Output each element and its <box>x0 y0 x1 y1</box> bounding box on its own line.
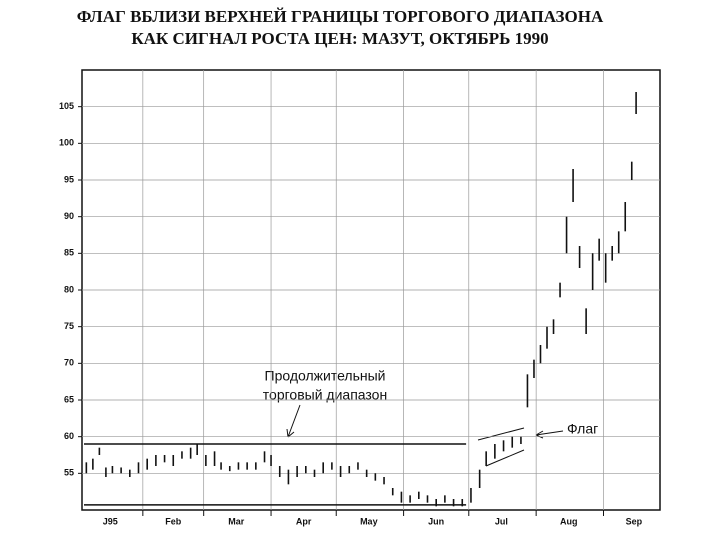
y-tick-label: 100 <box>59 138 74 148</box>
x-tick-label: Apr <box>296 516 312 526</box>
chart-title: КАК СИГНАЛ РОСТА ЦЕН: МАЗУТ, ОКТЯБРЬ 199… <box>131 29 548 48</box>
y-tick-label: 65 <box>64 394 74 404</box>
x-tick-label: May <box>360 516 378 526</box>
x-tick-label: Feb <box>165 516 182 526</box>
x-tick-label: Aug <box>560 516 578 526</box>
x-tick-label: Mar <box>228 516 245 526</box>
annotation: Флаг <box>567 421 598 437</box>
y-tick-label: 75 <box>64 321 74 331</box>
y-tick-label: 105 <box>59 101 74 111</box>
y-tick-label: 70 <box>64 358 74 368</box>
y-tick-label: 55 <box>64 468 74 478</box>
flag-channel <box>485 449 525 467</box>
x-tick-label: Jul <box>495 516 508 526</box>
y-tick-label: 85 <box>64 248 74 258</box>
annotation: торговый диапазон <box>263 387 387 403</box>
y-tick-label: 90 <box>64 211 74 221</box>
y-tick-label: 80 <box>64 284 74 294</box>
annotation: Продолжительный <box>265 368 386 384</box>
flag-channel <box>477 427 525 441</box>
chart-title: ФЛАГ ВБЛИЗИ ВЕРХНЕЙ ГРАНИЦЫ ТОРГОВОГО ДИ… <box>77 7 604 26</box>
y-tick-label: 60 <box>64 431 74 441</box>
x-tick-label: Sep <box>626 516 643 526</box>
x-tick-label: Jun <box>428 516 444 526</box>
y-tick-label: 95 <box>64 174 74 184</box>
x-tick-label: J95 <box>103 516 118 526</box>
arrow <box>286 404 301 438</box>
